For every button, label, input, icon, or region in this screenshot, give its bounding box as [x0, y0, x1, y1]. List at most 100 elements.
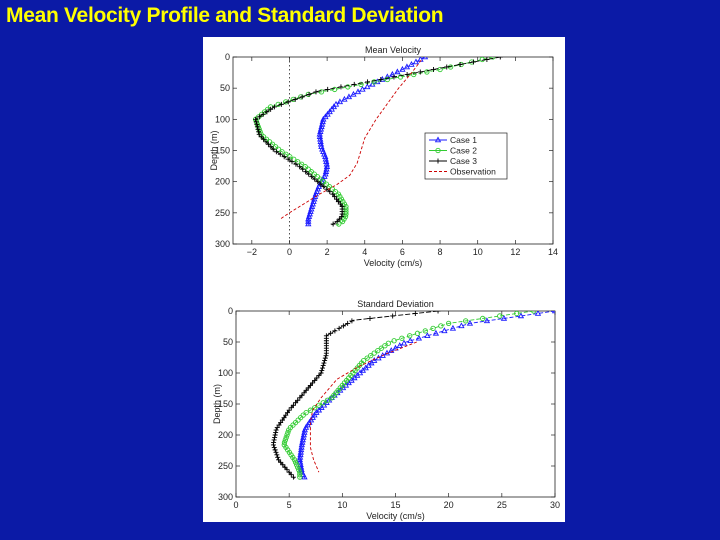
series-line	[279, 59, 422, 220]
x-tick-label: 10	[473, 247, 483, 257]
data-point	[256, 129, 262, 135]
data-point	[323, 165, 330, 172]
data-point	[407, 337, 414, 344]
data-point	[271, 437, 277, 443]
legend-label: Case 1	[450, 135, 477, 145]
data-point	[312, 176, 318, 182]
data-point	[497, 313, 503, 319]
data-point	[292, 96, 298, 102]
series-observation	[279, 59, 422, 220]
data-point	[316, 130, 323, 137]
data-point	[471, 59, 477, 65]
data-point	[301, 473, 308, 480]
legend-marker	[435, 147, 441, 154]
data-point	[319, 365, 325, 371]
data-point	[354, 88, 362, 95]
data-point	[307, 416, 315, 423]
data-point	[336, 325, 342, 331]
data-point	[514, 311, 520, 317]
data-point	[444, 64, 450, 70]
data-point	[301, 428, 308, 435]
data-point	[297, 461, 304, 468]
data-point	[318, 181, 324, 187]
data-point	[534, 311, 542, 316]
data-point	[340, 323, 346, 329]
y-tick-label: 150	[218, 399, 233, 409]
data-point	[290, 402, 296, 408]
data-point	[384, 73, 391, 80]
y-tick-label: 100	[218, 368, 233, 378]
data-point	[338, 84, 344, 90]
data-point	[345, 320, 351, 326]
legend-entry: Case 2	[429, 146, 477, 156]
data-point	[297, 395, 303, 401]
data-point	[368, 359, 375, 366]
data-point	[303, 387, 309, 393]
data-point	[320, 400, 326, 406]
data-point	[417, 69, 423, 75]
data-point	[399, 65, 406, 72]
data-point	[268, 106, 274, 112]
data-point	[315, 179, 321, 185]
data-point	[284, 432, 290, 438]
data-point	[315, 406, 323, 413]
x-axis-label: Velocity (cm/s)	[366, 511, 425, 521]
data-point	[359, 366, 367, 373]
y-tick-label: 250	[215, 208, 230, 218]
data-point	[301, 390, 307, 396]
data-point	[284, 467, 290, 473]
legend-marker	[435, 158, 441, 164]
data-point	[424, 332, 431, 339]
data-point	[331, 86, 338, 93]
data-point	[299, 94, 305, 100]
data-point	[412, 311, 418, 316]
data-point	[295, 464, 301, 470]
data-point	[254, 121, 260, 127]
data-point	[324, 110, 331, 117]
data-point	[435, 311, 441, 314]
legend-label: Case 3	[450, 156, 477, 166]
data-point	[271, 444, 277, 450]
data-point	[334, 219, 340, 225]
data-point	[316, 372, 322, 378]
data-point	[286, 469, 292, 475]
data-point	[320, 363, 326, 369]
data-point	[358, 81, 364, 88]
data-point	[285, 99, 291, 105]
data-point	[255, 126, 261, 132]
data-point	[306, 419, 313, 425]
data-point	[378, 345, 384, 351]
data-point	[263, 139, 269, 145]
data-point	[285, 156, 291, 162]
data-point	[272, 432, 278, 438]
data-point	[307, 382, 313, 388]
data-point	[385, 340, 392, 346]
data-point	[318, 89, 325, 95]
data-point	[345, 93, 353, 100]
series-case-1	[305, 57, 429, 227]
data-point	[288, 472, 294, 478]
data-point	[430, 325, 436, 332]
legend-label: Observation	[450, 167, 496, 177]
y-tick-label: 0	[225, 52, 230, 62]
data-point	[270, 146, 276, 152]
data-point	[282, 464, 288, 470]
data-point	[330, 103, 338, 110]
data-point	[312, 405, 318, 411]
data-point	[339, 218, 346, 225]
data-point	[403, 63, 411, 70]
data-point	[384, 76, 391, 83]
data-point	[280, 462, 286, 468]
data-point	[297, 451, 304, 458]
data-point	[497, 57, 503, 60]
x-tick-label: 6	[400, 247, 405, 257]
data-point	[349, 318, 355, 324]
data-point	[328, 105, 335, 112]
data-point	[293, 400, 299, 406]
data-point	[304, 421, 311, 428]
series-line	[309, 341, 417, 473]
data-point	[299, 438, 306, 445]
data-point	[258, 134, 264, 140]
data-point	[289, 159, 295, 165]
